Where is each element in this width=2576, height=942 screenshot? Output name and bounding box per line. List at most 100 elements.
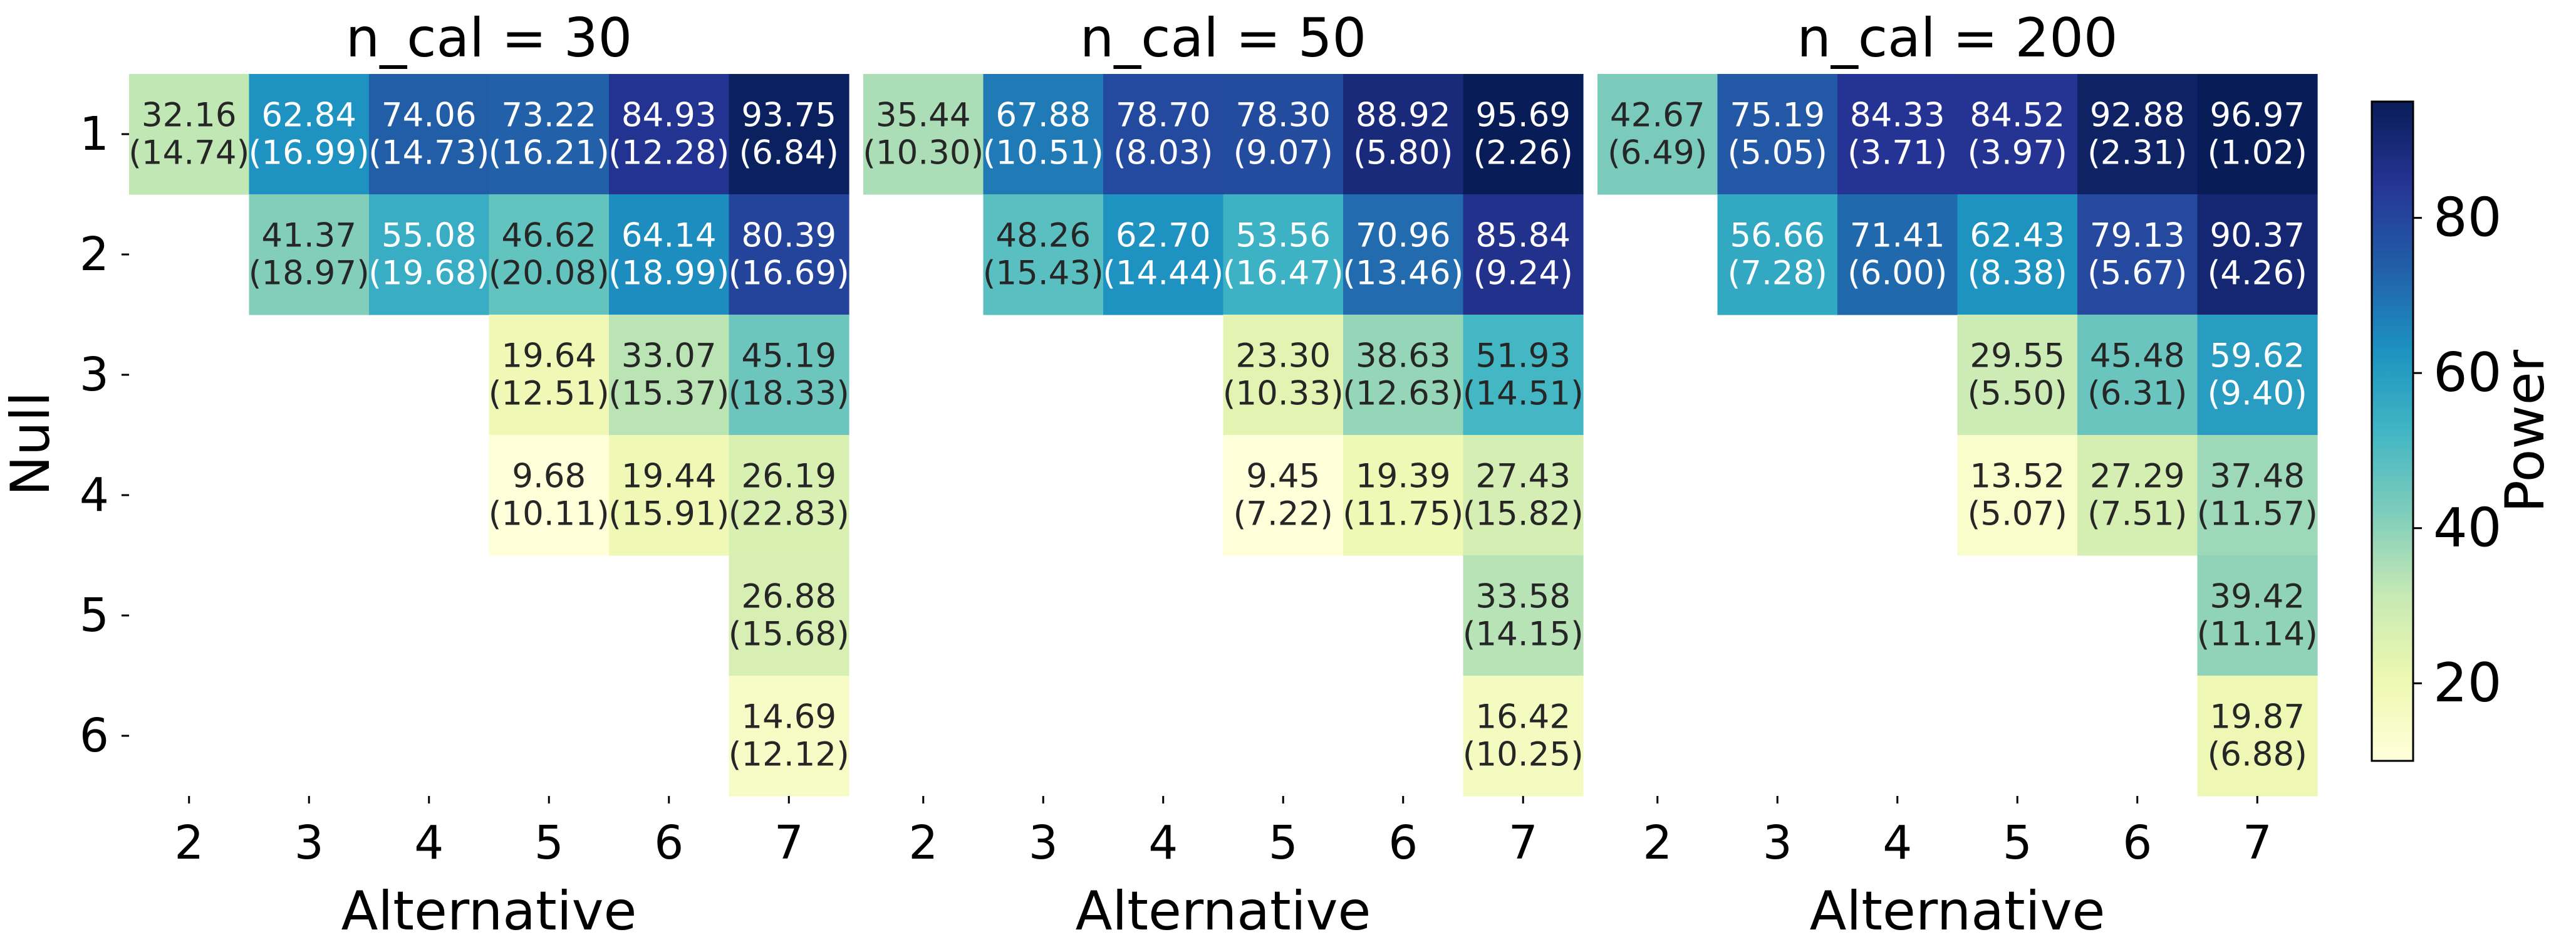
heatmap-cell: 67.88(10.51) bbox=[983, 74, 1104, 195]
cell-value-label: 26.88 bbox=[741, 578, 836, 616]
cell-rect bbox=[1957, 194, 2078, 315]
cell-value-label: 33.07 bbox=[621, 337, 717, 375]
x-tick-label: 7 bbox=[774, 816, 804, 870]
cell-rect bbox=[1463, 435, 1584, 556]
cell-sd-label: (7.28) bbox=[1728, 254, 1827, 293]
cell-rect bbox=[129, 74, 250, 195]
cell-value-label: 51.93 bbox=[1475, 337, 1571, 375]
cell-sd-label: (18.97) bbox=[249, 254, 370, 293]
cell-rect bbox=[2197, 555, 2318, 676]
cell-rect bbox=[1223, 74, 1344, 195]
cell-sd-label: (22.83) bbox=[729, 495, 849, 533]
y-tick-label: 6 bbox=[80, 709, 109, 763]
cell-sd-label: (15.43) bbox=[983, 254, 1104, 293]
cell-rect bbox=[729, 194, 849, 315]
heatmap-cell: 90.37(4.26) bbox=[2197, 194, 2318, 315]
x-tick-label: 5 bbox=[534, 816, 564, 870]
cell-rect bbox=[1597, 74, 1718, 195]
cell-value-label: 33.58 bbox=[1475, 578, 1571, 616]
cell-sd-label: (2.26) bbox=[1473, 134, 1573, 172]
cell-rect bbox=[2197, 676, 2318, 797]
x-tick-label: 5 bbox=[1269, 816, 1298, 870]
cell-value-label: 95.69 bbox=[1475, 97, 1571, 135]
heatmap-cell: 78.30(9.07) bbox=[1223, 74, 1344, 195]
cell-sd-label: (10.11) bbox=[489, 495, 610, 533]
heatmap-cell: 19.44(15.91) bbox=[608, 435, 729, 556]
heatmap-cell: 95.69(2.26) bbox=[1463, 74, 1584, 195]
cell-sd-label: (5.50) bbox=[1968, 375, 2067, 413]
cell-value-label: 37.48 bbox=[2210, 458, 2305, 496]
y-tick-label: 4 bbox=[80, 468, 109, 522]
heatmap-cell: 70.96(13.46) bbox=[1343, 194, 1463, 315]
cell-value-label: 19.44 bbox=[621, 458, 717, 496]
heatmap-cell: 38.63(12.63) bbox=[1343, 315, 1463, 436]
x-tick-label: 4 bbox=[1148, 816, 1178, 870]
cell-rect bbox=[609, 435, 730, 556]
cell-sd-label: (13.46) bbox=[1343, 254, 1463, 293]
cell-value-label: 38.63 bbox=[1356, 337, 1451, 375]
y-tick-label: 1 bbox=[80, 107, 109, 161]
colorbar-tick-label: 80 bbox=[2433, 187, 2501, 249]
cell-rect bbox=[489, 194, 610, 315]
cell-rect bbox=[1463, 676, 1584, 797]
cell-value-label: 62.43 bbox=[1970, 217, 2065, 255]
cell-sd-label: (7.51) bbox=[2087, 495, 2187, 533]
heatmap-cell: 9.45(7.22) bbox=[1223, 435, 1344, 556]
x-tick-label: 4 bbox=[414, 816, 444, 870]
cell-sd-label: (12.12) bbox=[729, 736, 849, 774]
cell-rect bbox=[729, 676, 849, 797]
cell-value-label: 78.70 bbox=[1116, 97, 1211, 135]
cell-value-label: 84.33 bbox=[1850, 97, 1945, 135]
x-axis-label: Alternative bbox=[1810, 880, 2106, 942]
heatmap-cell: 19.39(11.75) bbox=[1343, 435, 1463, 556]
heatmap-cell: 13.52(5.07) bbox=[1957, 435, 2078, 556]
cell-value-label: 39.42 bbox=[2210, 578, 2305, 616]
y-axis-label: Null bbox=[0, 392, 62, 496]
cell-sd-label: (11.14) bbox=[2197, 615, 2318, 654]
cell-rect bbox=[2197, 194, 2318, 315]
heatmap-cell: 27.29(7.51) bbox=[2077, 435, 2198, 556]
cell-value-label: 55.08 bbox=[382, 217, 477, 255]
cell-rect bbox=[1957, 74, 2078, 195]
heatmap-cell: 53.56(16.47) bbox=[1223, 194, 1344, 315]
x-tick-label: 6 bbox=[2122, 816, 2152, 870]
colorbar-tick-label: 40 bbox=[2433, 497, 2501, 560]
heatmap-cell: 19.87(6.88) bbox=[2197, 676, 2318, 797]
colorbar-gradient bbox=[2371, 100, 2414, 762]
cell-sd-label: (20.08) bbox=[489, 254, 610, 293]
colorbar-label: Power bbox=[2494, 349, 2557, 513]
heatmap-cell: 41.37(18.97) bbox=[249, 194, 370, 315]
cell-sd-label: (18.33) bbox=[729, 375, 849, 413]
cell-value-label: 13.52 bbox=[1970, 458, 2065, 496]
heatmap-cell: 75.19(5.05) bbox=[1717, 74, 1838, 195]
colorbar-tick-label: 60 bbox=[2433, 342, 2501, 404]
cell-sd-label: (14.15) bbox=[1463, 615, 1584, 654]
x-tick-label: 6 bbox=[1388, 816, 1418, 870]
cell-sd-label: (5.07) bbox=[1968, 495, 2067, 533]
cell-sd-label: (3.97) bbox=[1968, 134, 2067, 172]
heatmap-cell: 33.58(14.15) bbox=[1463, 555, 1584, 676]
cell-value-label: 62.84 bbox=[261, 97, 356, 135]
heatmap-cell: 23.30(10.33) bbox=[1223, 315, 1344, 436]
cell-value-label: 14.69 bbox=[741, 698, 836, 736]
cell-value-label: 88.92 bbox=[1356, 97, 1451, 135]
cell-value-label: 96.97 bbox=[2210, 97, 2305, 135]
cell-sd-label: (6.84) bbox=[739, 134, 839, 172]
cell-sd-label: (14.74) bbox=[128, 134, 249, 172]
cell-rect bbox=[2077, 315, 2198, 436]
heatmap-cell: 80.39(16.69) bbox=[729, 194, 849, 315]
cell-value-label: 19.64 bbox=[501, 337, 596, 375]
cell-value-label: 27.43 bbox=[1475, 458, 1571, 496]
heatmap-cell: 26.19(22.83) bbox=[729, 435, 849, 556]
cell-rect bbox=[1223, 435, 1344, 556]
cell-sd-label: (5.80) bbox=[1353, 134, 1453, 172]
cell-value-label: 9.68 bbox=[512, 458, 586, 496]
cell-rect bbox=[1223, 194, 1344, 315]
cell-rect bbox=[1717, 194, 1838, 315]
cell-rect bbox=[1223, 315, 1344, 436]
cell-rect bbox=[1463, 74, 1584, 195]
cell-value-label: 32.16 bbox=[142, 97, 237, 135]
heatmap-cell: 84.33(3.71) bbox=[1837, 74, 1958, 195]
cell-rect bbox=[2077, 74, 2198, 195]
